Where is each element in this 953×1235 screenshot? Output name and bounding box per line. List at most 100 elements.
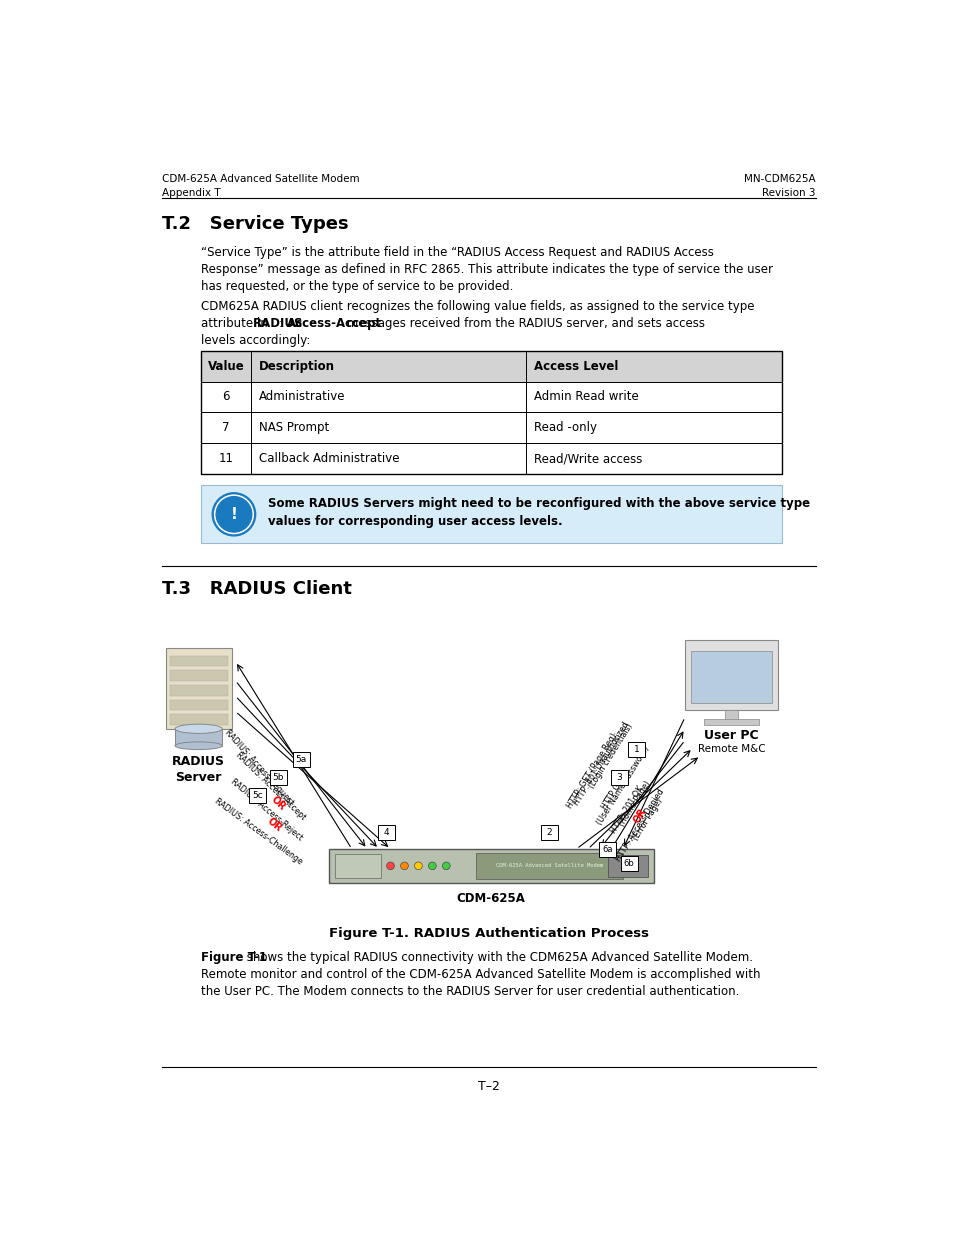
Text: Access-Accept: Access-Accept — [287, 317, 382, 330]
Text: OR: OR — [265, 816, 283, 834]
Bar — [170, 685, 228, 695]
Text: RADIUS: RADIUS — [253, 317, 303, 330]
Text: Revision 3: Revision 3 — [761, 188, 815, 199]
Text: (Error Page): (Error Page) — [631, 797, 663, 841]
Ellipse shape — [174, 742, 222, 750]
Bar — [270, 769, 286, 785]
Bar — [170, 714, 228, 725]
Text: Read -only: Read -only — [534, 421, 597, 435]
Text: 5a: 5a — [295, 755, 307, 764]
Bar — [724, 710, 737, 720]
Text: 7: 7 — [222, 421, 230, 435]
Text: 3: 3 — [616, 773, 621, 782]
Ellipse shape — [174, 724, 222, 734]
Text: Some RADIUS Servers might need to be reconfigured with the above service type: Some RADIUS Servers might need to be rec… — [268, 496, 809, 510]
Text: 6a: 6a — [601, 845, 612, 855]
Bar — [620, 856, 637, 871]
Text: Response” message as defined in RFC 2865. This attribute indicates the type of s: Response” message as defined in RFC 2865… — [200, 263, 772, 275]
Text: Remote M&C: Remote M&C — [697, 745, 764, 755]
Text: CDM-625A Advanced Satellite Modem: CDM-625A Advanced Satellite Modem — [162, 174, 359, 184]
Bar — [598, 842, 616, 857]
Bar — [249, 788, 266, 804]
Bar — [607, 855, 647, 877]
Bar — [684, 640, 778, 710]
Bar — [200, 351, 781, 474]
Text: Description: Description — [258, 359, 335, 373]
Text: 11: 11 — [218, 452, 233, 466]
Bar — [335, 853, 381, 878]
Circle shape — [212, 493, 255, 536]
Text: T.3   RADIUS Client: T.3 RADIUS Client — [162, 580, 352, 598]
Text: User PC: User PC — [703, 729, 758, 742]
Text: Remote monitor and control of the CDM-625A Advanced Satellite Modem is accomplis: Remote monitor and control of the CDM-62… — [200, 968, 760, 982]
Bar — [200, 443, 781, 474]
Circle shape — [214, 495, 253, 534]
Bar — [170, 656, 228, 667]
Text: Figure T-1. RADIUS Authentication Process: Figure T-1. RADIUS Authentication Proces… — [329, 926, 648, 940]
Bar — [170, 699, 228, 710]
Bar — [200, 351, 781, 382]
Text: OR: OR — [269, 794, 287, 813]
Text: MN-CDM625A: MN-CDM625A — [743, 174, 815, 184]
Bar — [200, 485, 781, 543]
Text: 5b: 5b — [273, 773, 284, 782]
Text: Appendix T: Appendix T — [162, 188, 220, 199]
Bar — [200, 382, 781, 412]
Text: T–2: T–2 — [477, 1079, 499, 1093]
Text: RADIUS: Access-Reject: RADIUS: Access-Reject — [229, 777, 304, 842]
Bar — [293, 752, 310, 767]
Text: NAS Prompt: NAS Prompt — [258, 421, 329, 435]
Text: Access Level: Access Level — [534, 359, 618, 373]
Text: CDM-625A Advanced Satellite Modem: CDM-625A Advanced Satellite Modem — [496, 863, 602, 868]
Text: RADIUS
Server: RADIUS Server — [172, 755, 225, 784]
Text: shows the typical RADIUS connectivity with the CDM625A Advanced Satellite Modem.: shows the typical RADIUS connectivity wi… — [243, 951, 753, 965]
Text: (User Name/Password): (User Name/Password) — [595, 743, 650, 826]
Text: values for corresponding user access levels.: values for corresponding user access lev… — [268, 515, 562, 529]
Text: 5c: 5c — [252, 792, 262, 800]
Text: attribute in: attribute in — [200, 317, 271, 330]
Bar — [610, 769, 627, 785]
Bar — [628, 742, 645, 757]
Bar — [166, 648, 232, 729]
Circle shape — [428, 862, 436, 869]
Circle shape — [216, 496, 252, 532]
Text: T.2   Service Types: T.2 Service Types — [162, 215, 348, 233]
Text: messages received from the RADIUS server, and sets access: messages received from the RADIUS server… — [343, 317, 704, 330]
Bar — [328, 848, 654, 883]
Bar — [703, 719, 758, 725]
Text: 1: 1 — [634, 745, 639, 755]
Circle shape — [442, 862, 450, 869]
Text: Admin Read write: Admin Read write — [534, 390, 638, 404]
Text: :: : — [278, 317, 286, 330]
Text: CDM-625A: CDM-625A — [456, 892, 525, 905]
Text: HTTP: GET (Page Req): HTTP: GET (Page Req) — [564, 732, 618, 810]
Text: HTTP: 201 OK: HTTP: 201 OK — [608, 784, 644, 835]
Text: “Service Type” is the attribute field in the “RADIUS Access Request and RADIUS A: “Service Type” is the attribute field in… — [200, 246, 713, 259]
Bar — [174, 729, 222, 746]
Bar — [200, 412, 781, 443]
Bar — [691, 651, 771, 704]
Bar — [540, 825, 558, 841]
Text: 2: 2 — [546, 829, 552, 837]
Bar — [476, 852, 622, 879]
Text: the User PC. The Modem connects to the RADIUS Server for user credential authent: the User PC. The Modem connects to the R… — [200, 986, 739, 998]
Text: RADIUS: Access-Challenge: RADIUS: Access-Challenge — [213, 797, 304, 866]
Text: HTTP: 401 Unauthorized: HTTP: 401 Unauthorized — [571, 720, 630, 806]
Circle shape — [400, 862, 408, 869]
Text: Read/Write access: Read/Write access — [534, 452, 641, 466]
Text: 4: 4 — [383, 829, 389, 837]
Text: Administrative: Administrative — [258, 390, 345, 404]
Bar — [377, 825, 395, 841]
Text: has requested, or the type of service to be provided.: has requested, or the type of service to… — [200, 280, 513, 293]
Text: (Login credentials): (Login credentials) — [587, 721, 635, 790]
Text: !: ! — [231, 506, 237, 522]
Text: (Home Page): (Home Page) — [617, 779, 652, 827]
Text: levels accordingly:: levels accordingly: — [200, 333, 310, 347]
Text: OR: OR — [631, 806, 648, 825]
Text: HTTP GET: HTTP GET — [599, 774, 627, 811]
Text: RADIUS: Access-Accept: RADIUS: Access-Accept — [233, 751, 307, 823]
Text: HTTP: Access Denied: HTTP: Access Denied — [614, 787, 665, 863]
Text: Value: Value — [208, 359, 245, 373]
Text: 6: 6 — [222, 390, 230, 404]
Circle shape — [415, 862, 422, 869]
